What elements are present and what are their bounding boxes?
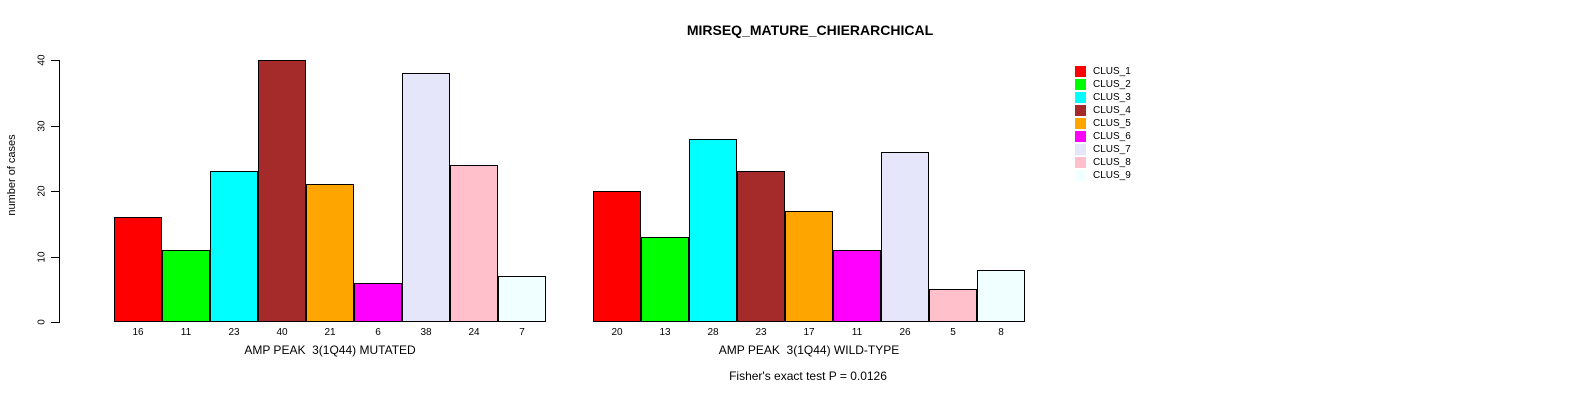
legend-item-clus_6: CLUS_6 <box>1075 130 1131 143</box>
legend-swatch-clus_9 <box>1075 170 1086 181</box>
y-axis-tick <box>51 60 59 61</box>
x-axis-label-mutated: AMP PEAK 3(1Q44) MUTATED <box>244 343 416 357</box>
legend-label: CLUS_3 <box>1093 91 1131 103</box>
legend-swatch-clus_7 <box>1075 144 1086 155</box>
legend-item-clus_8: CLUS_8 <box>1075 156 1131 169</box>
legend-item-clus_2: CLUS_2 <box>1075 78 1131 91</box>
legend-label: CLUS_7 <box>1093 143 1131 155</box>
bar-clus_6-wild-type <box>833 250 881 322</box>
bar-clus_8-mutated <box>450 165 498 322</box>
legend-label: CLUS_9 <box>1093 169 1131 181</box>
bar-clus_8-wild-type <box>929 289 977 322</box>
legend-label: CLUS_5 <box>1093 117 1131 129</box>
bar-clus_3-wild-type <box>689 139 737 322</box>
legend-item-clus_4: CLUS_4 <box>1075 104 1131 117</box>
legend-swatch-clus_1 <box>1075 66 1086 77</box>
bar-value-label: 23 <box>228 327 240 338</box>
legend-swatch-clus_6 <box>1075 131 1086 142</box>
bar-clus_2-mutated <box>162 250 210 322</box>
bar-clus_5-wild-type <box>785 211 833 322</box>
y-axis-tick <box>51 126 59 127</box>
bar-value-label: 23 <box>755 327 767 338</box>
legend-item-clus_9: CLUS_9 <box>1075 169 1131 182</box>
legend-item-clus_1: CLUS_1 <box>1075 65 1131 78</box>
legend-swatch-clus_2 <box>1075 79 1086 90</box>
bar-clus_6-mutated <box>354 283 402 322</box>
bar-clus_1-wild-type <box>593 191 641 322</box>
bar-value-label: 24 <box>468 327 480 338</box>
y-axis-tick <box>51 257 59 258</box>
legend-item-clus_3: CLUS_3 <box>1075 91 1131 104</box>
bar-value-label: 26 <box>899 327 911 338</box>
legend-label: CLUS_6 <box>1093 130 1131 142</box>
y-axis-line <box>59 60 60 323</box>
legend-swatch-clus_4 <box>1075 105 1086 116</box>
bar-clus_5-mutated <box>306 184 354 322</box>
bar-value-label: 13 <box>659 327 671 338</box>
bar-value-label: 11 <box>180 327 192 338</box>
bar-value-label: 6 <box>375 327 381 338</box>
legend-swatch-clus_5 <box>1075 118 1086 129</box>
bar-value-label: 28 <box>707 327 719 338</box>
legend-label: CLUS_8 <box>1093 156 1131 168</box>
legend-swatch-clus_3 <box>1075 92 1086 103</box>
bar-clus_2-wild-type <box>641 237 689 322</box>
fisher-test-annotation: Fisher's exact test P = 0.0126 <box>729 369 887 383</box>
bar-value-label: 17 <box>803 327 815 338</box>
bar-clus_9-mutated <box>498 276 546 322</box>
bar-value-label: 21 <box>324 327 336 338</box>
bar-value-label: 40 <box>276 327 288 338</box>
bar-value-label: 8 <box>998 327 1004 338</box>
bar-value-label: 5 <box>950 327 956 338</box>
legend-label: CLUS_1 <box>1093 65 1131 77</box>
bar-value-label: 11 <box>851 327 863 338</box>
legend-label: CLUS_4 <box>1093 104 1131 116</box>
bar-value-label: 38 <box>420 327 432 338</box>
y-axis-tick <box>51 322 59 323</box>
bar-clus_4-wild-type <box>737 171 785 322</box>
bar-clus_3-mutated <box>210 171 258 322</box>
bar-clus_9-wild-type <box>977 270 1025 322</box>
legend: CLUS_1 CLUS_2 CLUS_3 CLUS_4 CLUS_5 CLUS_6 CLUS… <box>1075 65 1131 182</box>
chart-title: MIRSEQ_MATURE_CHIERARCHICAL <box>686 22 934 38</box>
bar-value-label: 20 <box>611 327 623 338</box>
y-axis-tick <box>51 191 59 192</box>
bar-value-label: 16 <box>132 327 144 338</box>
legend-item-clus_5: CLUS_5 <box>1075 117 1131 130</box>
bar-clus_7-mutated <box>402 73 450 322</box>
x-axis-label-wildtype: AMP PEAK 3(1Q44) WILD-TYPE <box>718 343 900 357</box>
bar-clus_7-wild-type <box>881 152 929 322</box>
bar-clus_1-mutated <box>114 217 162 322</box>
legend-item-clus_7: CLUS_7 <box>1075 143 1131 156</box>
legend-label: CLUS_2 <box>1093 78 1131 90</box>
bar-value-label: 7 <box>519 327 525 338</box>
bar-clus_4-mutated <box>258 60 306 322</box>
legend-swatch-clus_8 <box>1075 157 1086 168</box>
